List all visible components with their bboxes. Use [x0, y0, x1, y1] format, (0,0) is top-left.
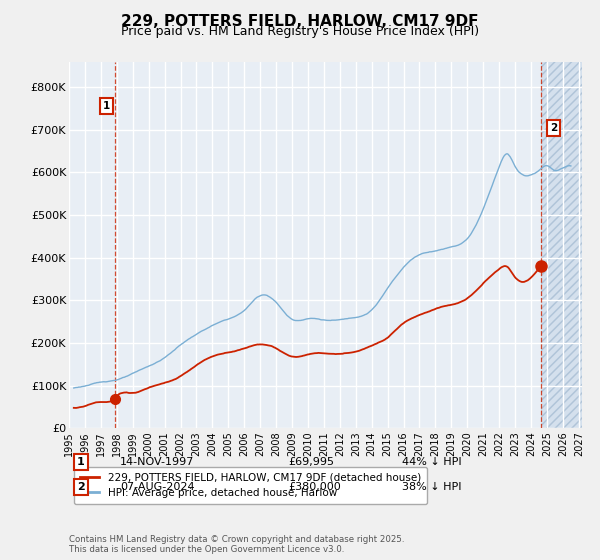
Text: 44% ↓ HPI: 44% ↓ HPI	[402, 457, 461, 467]
Text: Price paid vs. HM Land Registry's House Price Index (HPI): Price paid vs. HM Land Registry's House …	[121, 25, 479, 38]
Text: 2: 2	[550, 123, 557, 133]
Text: £380,000: £380,000	[288, 482, 341, 492]
Text: 2: 2	[77, 482, 85, 492]
Bar	[541, 62, 582, 428]
Text: 229, POTTERS FIELD, HARLOW, CM17 9DF: 229, POTTERS FIELD, HARLOW, CM17 9DF	[121, 14, 479, 29]
Text: 1: 1	[77, 457, 85, 467]
Text: £69,995: £69,995	[288, 457, 334, 467]
Text: 1: 1	[103, 101, 110, 111]
Text: 38% ↓ HPI: 38% ↓ HPI	[402, 482, 461, 492]
Text: 14-NOV-1997: 14-NOV-1997	[120, 457, 194, 467]
Legend: 229, POTTERS FIELD, HARLOW, CM17 9DF (detached house), HPI: Average price, detac: 229, POTTERS FIELD, HARLOW, CM17 9DF (de…	[74, 466, 427, 505]
Bar	[541, 62, 582, 428]
Text: 07-AUG-2024: 07-AUG-2024	[120, 482, 194, 492]
Text: Contains HM Land Registry data © Crown copyright and database right 2025.
This d: Contains HM Land Registry data © Crown c…	[69, 535, 404, 554]
